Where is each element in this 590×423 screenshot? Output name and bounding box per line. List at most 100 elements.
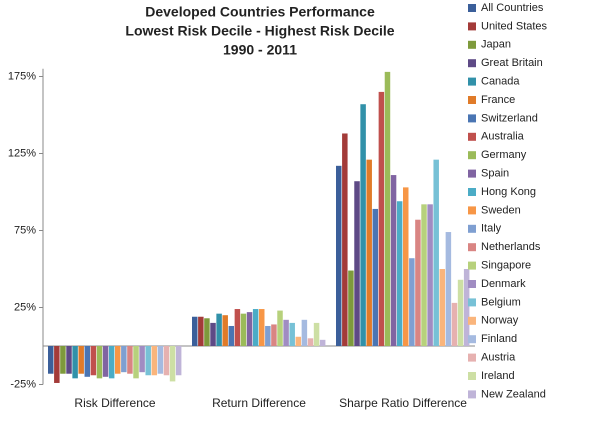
bar bbox=[396, 201, 403, 346]
bar bbox=[384, 71, 391, 346]
legend-label: France bbox=[481, 94, 515, 106]
bar bbox=[252, 309, 259, 346]
bar bbox=[259, 309, 265, 346]
bar bbox=[169, 346, 176, 382]
legend-label: New Zealand bbox=[481, 388, 546, 400]
legend-label: Spain bbox=[481, 168, 509, 180]
legend-swatch bbox=[468, 224, 476, 233]
bar bbox=[271, 324, 277, 346]
legend-swatch bbox=[468, 261, 476, 270]
chart-subtitle: Lowest Risk Decile - Highest Risk Decile bbox=[125, 23, 394, 39]
bar bbox=[216, 313, 222, 346]
legend-swatch bbox=[468, 316, 476, 325]
legend-swatch bbox=[468, 188, 476, 196]
legend-swatch bbox=[468, 40, 476, 49]
bar bbox=[354, 181, 360, 346]
legend-label: Ireland bbox=[481, 370, 515, 382]
bar bbox=[409, 258, 415, 346]
legend-label: Canada bbox=[481, 76, 520, 88]
bar bbox=[84, 346, 91, 377]
bar bbox=[378, 91, 385, 347]
chart-period: 1990 - 2011 bbox=[223, 42, 297, 58]
legend-label: Belgium bbox=[481, 296, 521, 308]
x-tick-label: Sharpe Ratio Difference bbox=[339, 396, 467, 410]
bar bbox=[439, 269, 446, 346]
legend-label: United States bbox=[481, 20, 548, 32]
chart-title: Developed Countries Performance bbox=[145, 4, 375, 20]
legend-swatch bbox=[468, 4, 476, 12]
x-tick-label: Return Difference bbox=[212, 396, 306, 410]
legend-swatch bbox=[468, 114, 476, 123]
bar bbox=[421, 204, 427, 346]
bar bbox=[127, 346, 133, 374]
bar bbox=[234, 309, 241, 346]
bar bbox=[390, 175, 397, 346]
bar bbox=[372, 208, 379, 346]
y-tick-label: 175% bbox=[8, 70, 36, 82]
legend-swatch bbox=[468, 96, 476, 104]
bar bbox=[78, 346, 84, 374]
bar bbox=[277, 310, 283, 346]
bar bbox=[115, 346, 121, 374]
bar bbox=[307, 338, 314, 346]
bar bbox=[451, 302, 458, 346]
bar bbox=[433, 159, 439, 346]
bar bbox=[102, 346, 109, 377]
bar bbox=[457, 279, 464, 346]
bar bbox=[163, 346, 170, 376]
bar bbox=[192, 316, 198, 346]
bar bbox=[60, 346, 66, 374]
bar bbox=[289, 322, 295, 346]
legend-label: Great Britain bbox=[481, 57, 543, 69]
bar bbox=[72, 346, 78, 379]
bar bbox=[90, 346, 97, 376]
bar bbox=[139, 346, 145, 373]
bar bbox=[366, 159, 372, 346]
bar bbox=[222, 315, 228, 346]
legend-label: Australia bbox=[481, 131, 525, 143]
y-tick-label: 25% bbox=[14, 301, 36, 313]
legend-swatch bbox=[468, 77, 476, 86]
legend-label: Hong Kong bbox=[481, 186, 536, 198]
bar bbox=[108, 346, 115, 379]
bar bbox=[319, 339, 326, 346]
legend-label: Switzerland bbox=[481, 112, 538, 124]
bar bbox=[240, 313, 247, 346]
y-tick-label: 125% bbox=[8, 147, 36, 159]
legend-swatch bbox=[468, 335, 476, 344]
bar bbox=[283, 319, 289, 346]
legend-label: Austria bbox=[481, 352, 516, 364]
legend-swatch bbox=[468, 169, 476, 178]
legend-swatch bbox=[468, 206, 476, 215]
bar bbox=[151, 346, 158, 376]
legend-label: Japan bbox=[481, 39, 511, 51]
bar bbox=[360, 104, 366, 346]
legend-swatch bbox=[468, 132, 476, 141]
bar bbox=[210, 322, 216, 346]
bar bbox=[342, 133, 348, 346]
bar bbox=[301, 319, 308, 346]
bar bbox=[175, 346, 182, 376]
legend-swatch bbox=[468, 151, 476, 160]
legend-swatch bbox=[468, 390, 476, 399]
x-tick-label: Risk Difference bbox=[74, 396, 155, 410]
legend-label: All Countries bbox=[481, 2, 544, 14]
bar bbox=[96, 346, 103, 379]
bar bbox=[133, 346, 139, 379]
bar bbox=[348, 270, 354, 346]
bar bbox=[157, 346, 164, 374]
bar bbox=[246, 312, 253, 346]
legend-swatch bbox=[468, 372, 476, 380]
legend-label: Norway bbox=[481, 315, 519, 327]
bar bbox=[403, 187, 409, 346]
legend-label: Netherlands bbox=[481, 241, 541, 253]
bar bbox=[415, 219, 421, 346]
bar bbox=[198, 316, 204, 346]
bar bbox=[463, 269, 470, 346]
legend-label: Italy bbox=[481, 223, 502, 235]
legend-label: Germany bbox=[481, 149, 527, 161]
bar bbox=[445, 232, 452, 346]
legend-label: Sweden bbox=[481, 204, 521, 216]
bar bbox=[145, 346, 151, 376]
